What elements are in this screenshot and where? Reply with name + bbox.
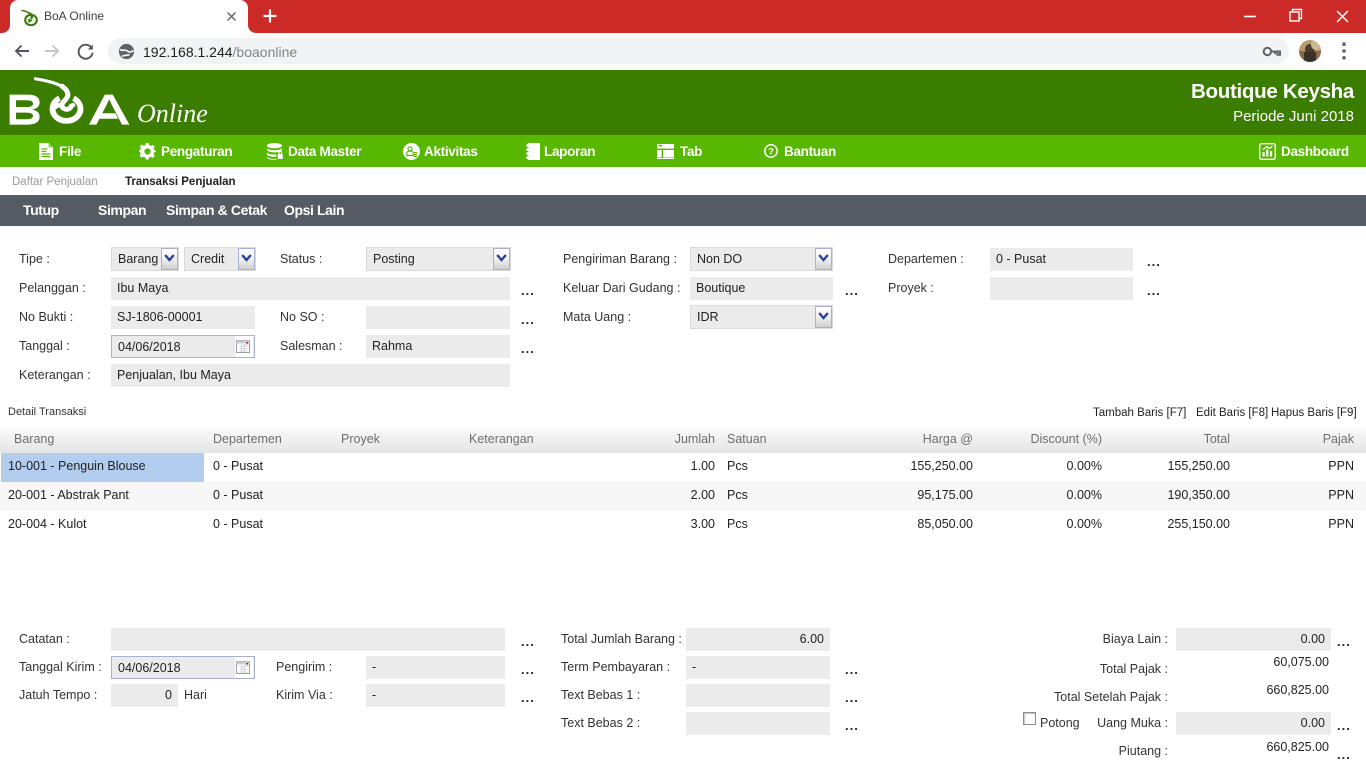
- svg-text:?: ?: [768, 147, 774, 158]
